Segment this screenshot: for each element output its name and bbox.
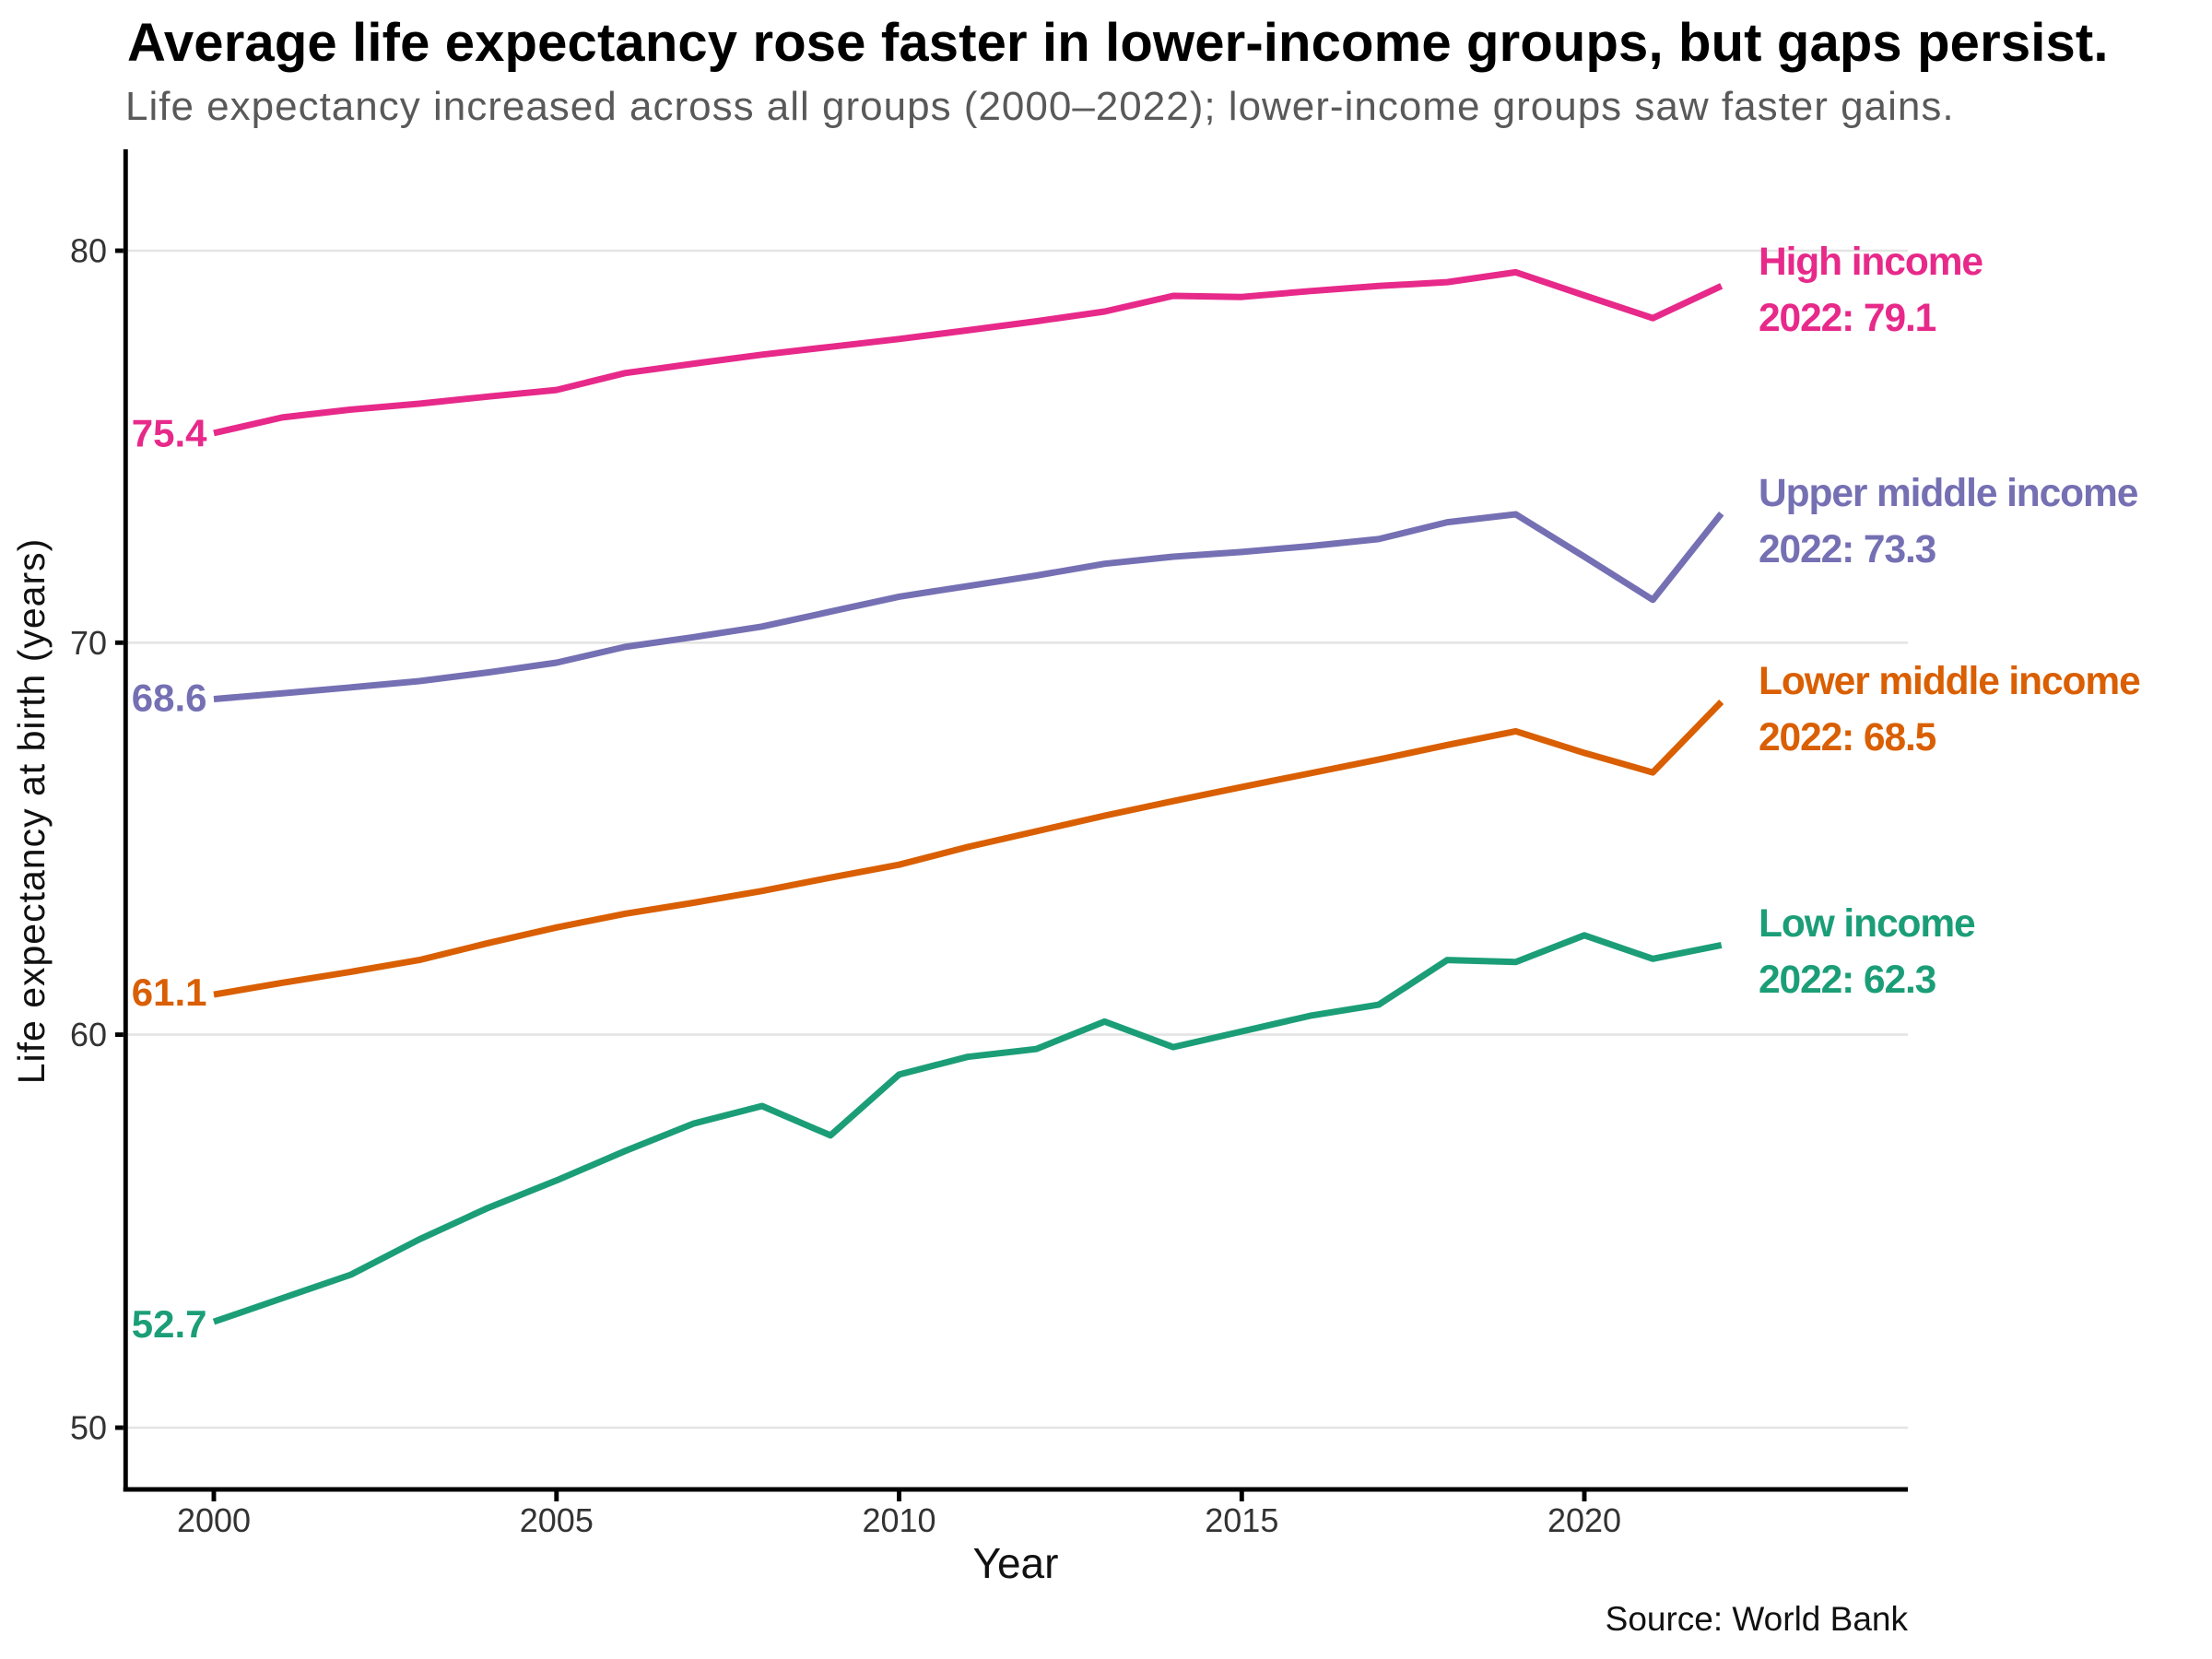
svg-text:2020: 2020	[1547, 1501, 1621, 1539]
svg-text:70: 70	[70, 624, 107, 662]
svg-text:52.7: 52.7	[132, 1302, 207, 1346]
svg-text:2000: 2000	[177, 1501, 251, 1539]
svg-text:60: 60	[70, 1016, 107, 1053]
svg-text:2022: 79.1: 2022: 79.1	[1759, 297, 1936, 340]
svg-text:2022: 62.3: 2022: 62.3	[1759, 959, 1936, 1002]
svg-text:68.6: 68.6	[132, 677, 207, 720]
svg-text:Upper middle income: Upper middle income	[1759, 472, 2138, 515]
svg-text:80: 80	[70, 232, 107, 270]
svg-text:50: 50	[70, 1409, 107, 1447]
svg-text:2005: 2005	[520, 1501, 594, 1539]
svg-text:Life expectancy increased acro: Life expectancy increased across all gro…	[125, 84, 1955, 129]
svg-text:Year: Year	[973, 1539, 1059, 1587]
svg-text:Source: World Bank: Source: World Bank	[1606, 1600, 1909, 1638]
svg-text:61.1: 61.1	[132, 971, 207, 1014]
svg-text:2010: 2010	[862, 1501, 935, 1539]
svg-text:Life expectancy at birth (year: Life expectancy at birth (years)	[10, 538, 53, 1085]
svg-text:High income: High income	[1759, 241, 1983, 284]
svg-text:Low income: Low income	[1759, 902, 1975, 946]
svg-text:Average life expectancy rose f: Average life expectancy rose faster in l…	[127, 13, 2109, 73]
svg-text:75.4: 75.4	[132, 412, 207, 455]
svg-text:2015: 2015	[1205, 1501, 1278, 1539]
svg-text:2022: 73.3: 2022: 73.3	[1759, 528, 1936, 571]
svg-text:Lower middle income: Lower middle income	[1759, 660, 2140, 703]
svg-text:2022: 68.5: 2022: 68.5	[1759, 716, 1936, 759]
